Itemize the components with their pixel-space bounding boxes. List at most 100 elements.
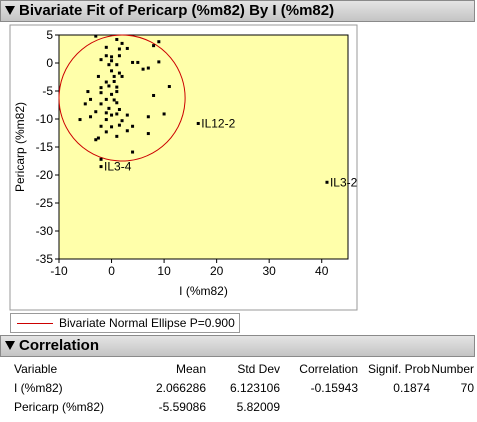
data-point[interactable] xyxy=(104,118,108,122)
data-point[interactable] xyxy=(325,180,329,184)
table-cell: 70 xyxy=(460,380,474,395)
data-point[interactable] xyxy=(167,85,171,89)
data-point[interactable] xyxy=(99,91,103,95)
data-point[interactable] xyxy=(152,93,156,97)
y-tick-label: -35 xyxy=(36,252,54,266)
chart-legend: Bivariate Normal Ellipse P=0.900 xyxy=(10,313,240,333)
data-point[interactable] xyxy=(107,106,111,110)
data-point[interactable] xyxy=(99,58,103,62)
data-point[interactable] xyxy=(117,54,121,58)
data-point[interactable] xyxy=(146,115,150,119)
legend-ellipse-swatch xyxy=(17,323,53,324)
data-point[interactable] xyxy=(157,40,161,44)
data-point[interactable] xyxy=(94,110,98,114)
x-axis-label: I (%m82) xyxy=(179,284,228,298)
data-point[interactable] xyxy=(125,46,129,50)
data-point[interactable] xyxy=(99,157,103,161)
x-tick-label: 0 xyxy=(108,264,115,278)
data-point[interactable] xyxy=(99,102,103,106)
data-point[interactable] xyxy=(112,79,116,83)
y-tick-label: -10 xyxy=(36,112,54,126)
y-axis-label: Pericarp (%m82) xyxy=(13,102,27,192)
data-point[interactable] xyxy=(141,67,145,71)
fit-section-header[interactable]: Bivariate Fit of Pericarp (%m82) By I (%… xyxy=(0,0,475,22)
data-point[interactable] xyxy=(152,44,156,48)
data-point[interactable] xyxy=(117,123,121,127)
data-point[interactable] xyxy=(89,97,93,101)
plot-area[interactable] xyxy=(58,34,349,260)
data-point[interactable] xyxy=(104,54,108,58)
table-cell: 2.066286 xyxy=(155,380,206,395)
data-point[interactable] xyxy=(83,102,87,106)
data-point[interactable] xyxy=(99,165,103,169)
data-point[interactable] xyxy=(117,107,121,111)
data-point[interactable] xyxy=(104,45,108,49)
data-point[interactable] xyxy=(136,60,140,64)
column-header: Variable xyxy=(14,361,58,376)
data-point[interactable] xyxy=(96,74,100,78)
data-point[interactable] xyxy=(146,132,150,136)
data-point[interactable] xyxy=(110,92,114,96)
data-point[interactable] xyxy=(115,90,119,94)
data-point[interactable] xyxy=(125,113,129,117)
data-point[interactable] xyxy=(104,130,108,134)
data-point[interactable] xyxy=(94,138,98,142)
table-cell: -0.15943 xyxy=(310,380,358,395)
data-point[interactable] xyxy=(115,85,119,89)
data-point[interactable] xyxy=(112,74,116,78)
data-point[interactable] xyxy=(196,121,200,125)
data-point[interactable] xyxy=(107,63,111,67)
data-point[interactable] xyxy=(110,69,114,73)
table-cell xyxy=(358,398,430,417)
data-point[interactable] xyxy=(99,86,103,90)
data-point[interactable] xyxy=(96,136,100,140)
data-point[interactable] xyxy=(115,134,119,138)
correlation-section-title: Correlation xyxy=(19,337,100,354)
correlation-section-header[interactable]: Correlation xyxy=(0,335,475,357)
data-point[interactable] xyxy=(120,119,124,123)
data-point[interactable] xyxy=(157,60,161,64)
data-point[interactable] xyxy=(112,98,116,102)
column-header: Correlation xyxy=(299,361,358,376)
data-point[interactable] xyxy=(86,90,90,94)
data-point[interactable] xyxy=(110,55,114,59)
bivariate-normal-ellipse[interactable] xyxy=(43,22,202,177)
data-point[interactable] xyxy=(117,71,121,75)
data-point[interactable] xyxy=(117,47,121,51)
data-point[interactable] xyxy=(110,113,114,117)
data-point[interactable] xyxy=(131,150,135,154)
data-point[interactable] xyxy=(107,84,111,88)
data-point[interactable] xyxy=(115,101,119,105)
point-labels: IL12-2 IL3-2 IL3-4 xyxy=(104,116,358,189)
data-point[interactable] xyxy=(78,118,82,122)
data-point[interactable] xyxy=(125,129,129,133)
data-point[interactable] xyxy=(94,34,98,38)
disclosure-triangle-icon[interactable] xyxy=(5,341,15,350)
data-point[interactable] xyxy=(146,66,150,70)
data-point[interactable] xyxy=(162,112,166,116)
data-point[interactable] xyxy=(115,37,119,41)
data-point[interactable] xyxy=(104,111,108,115)
data-point[interactable] xyxy=(99,124,103,128)
disclosure-triangle-icon[interactable] xyxy=(5,6,15,15)
data-point[interactable] xyxy=(110,125,114,129)
data-point[interactable] xyxy=(89,115,93,119)
data-point[interactable] xyxy=(120,74,124,78)
data-point[interactable] xyxy=(131,60,135,64)
data-point[interactable] xyxy=(115,112,119,116)
x-tick-label: 40 xyxy=(315,264,329,278)
column-header: Signif. Prob xyxy=(367,361,430,376)
data-point[interactable] xyxy=(110,59,114,63)
data-point[interactable] xyxy=(115,63,119,67)
x-tick-label: 30 xyxy=(263,264,277,278)
legend-label: Bivariate Normal Ellipse P=0.900 xyxy=(59,316,235,330)
data-point[interactable] xyxy=(120,41,124,45)
data-point[interactable] xyxy=(104,80,108,84)
y-tick-label: -20 xyxy=(36,168,54,182)
data-point[interactable] xyxy=(131,124,135,128)
data-point[interactable] xyxy=(104,97,108,101)
table-cell: 0.1874 xyxy=(393,380,430,395)
table-cell: 5.82009 xyxy=(236,399,280,414)
